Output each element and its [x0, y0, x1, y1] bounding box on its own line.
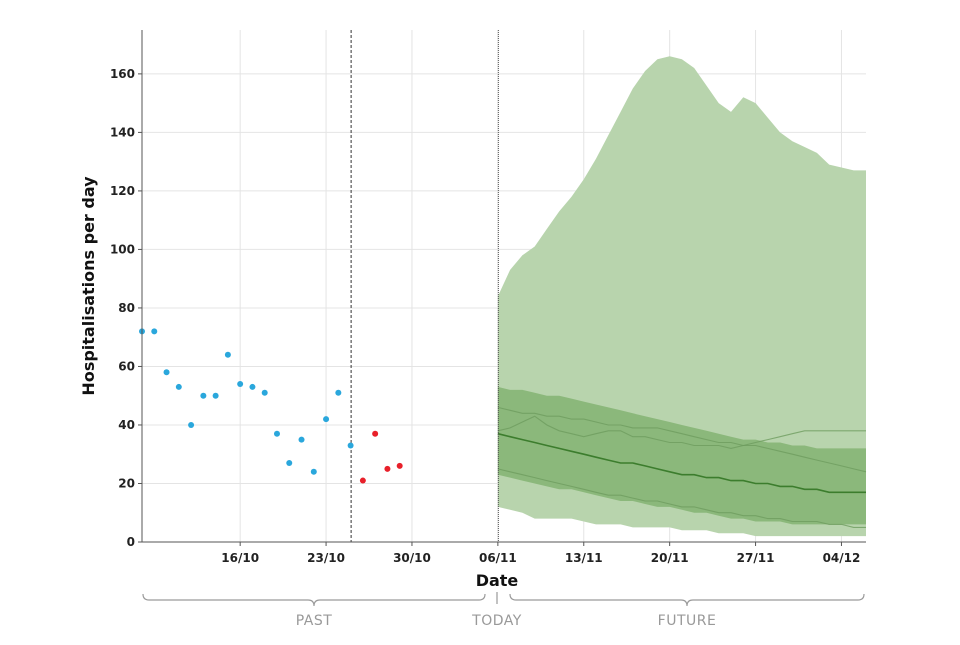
future-bracket — [509, 593, 865, 607]
observed-points — [139, 328, 403, 484]
forecast-scenario-line — [497, 415, 866, 449]
data-point-recent — [372, 430, 379, 437]
tick-labels: 0 20 40 60 80 100 120 140 160 16/10 23/10 30/10 06/1… — [110, 67, 860, 565]
data-point-recent — [396, 462, 403, 469]
forecast-median-line — [497, 432, 866, 494]
data-point-observed — [224, 351, 231, 358]
past-bracket — [142, 593, 486, 607]
x-tick-label: 06/11 — [479, 551, 517, 565]
forecast-scenario-line — [497, 406, 867, 473]
data-point-observed — [163, 369, 170, 376]
x-axis-title: Date — [476, 571, 519, 590]
data-point-observed — [323, 416, 330, 423]
forecast-band-inner — [497, 386, 866, 525]
data-point-observed — [175, 383, 182, 390]
y-tick-label: 80 — [118, 301, 135, 315]
x-tick-label: 16/10 — [221, 551, 259, 565]
y-tick-label: 20 — [118, 476, 135, 490]
x-tick-label: 20/11 — [651, 551, 689, 565]
data-point-observed — [237, 381, 244, 388]
y-axis-title: Hospitalisations per day — [79, 176, 98, 396]
phase-label-future: FUTURE — [658, 613, 717, 629]
phase-label-past: PAST — [296, 613, 333, 629]
x-tick-label: 30/10 — [393, 551, 431, 565]
x-tick-label: 13/11 — [565, 551, 603, 565]
data-point-observed — [200, 392, 207, 399]
timeline-brackets — [142, 592, 865, 607]
data-point-observed — [212, 392, 219, 399]
y-tick-label: 40 — [118, 418, 135, 432]
axes — [141, 30, 866, 543]
vertical-markers — [350, 30, 499, 542]
x-tick-label: 23/10 — [307, 551, 345, 565]
y-tick-label: 0 — [127, 535, 135, 549]
data-point-recent — [384, 465, 391, 472]
data-point-observed — [261, 389, 268, 396]
data-point-observed — [273, 430, 280, 437]
forecast-lines — [497, 406, 867, 528]
data-point-observed — [347, 442, 354, 449]
data-point-observed — [298, 436, 305, 443]
data-point-observed — [151, 328, 158, 335]
y-tick-label: 120 — [110, 184, 135, 198]
phase-label-today: TODAY — [471, 613, 522, 629]
data-point-observed — [188, 421, 195, 428]
data-point-observed — [286, 460, 293, 467]
y-tick-label: 100 — [110, 242, 135, 256]
data-point-observed — [335, 389, 342, 396]
y-tick-label: 160 — [110, 67, 135, 81]
y-tick-label: 140 — [110, 125, 135, 139]
forecast-bands — [497, 56, 866, 537]
data-point-observed — [310, 468, 317, 475]
data-point-observed — [249, 383, 256, 390]
data-point-recent — [359, 477, 366, 484]
forecast-scenario-line — [497, 468, 866, 528]
x-tick-label: 27/11 — [737, 551, 775, 565]
x-tick-label: 04/12 — [823, 551, 861, 565]
y-tick-label: 60 — [118, 359, 135, 373]
